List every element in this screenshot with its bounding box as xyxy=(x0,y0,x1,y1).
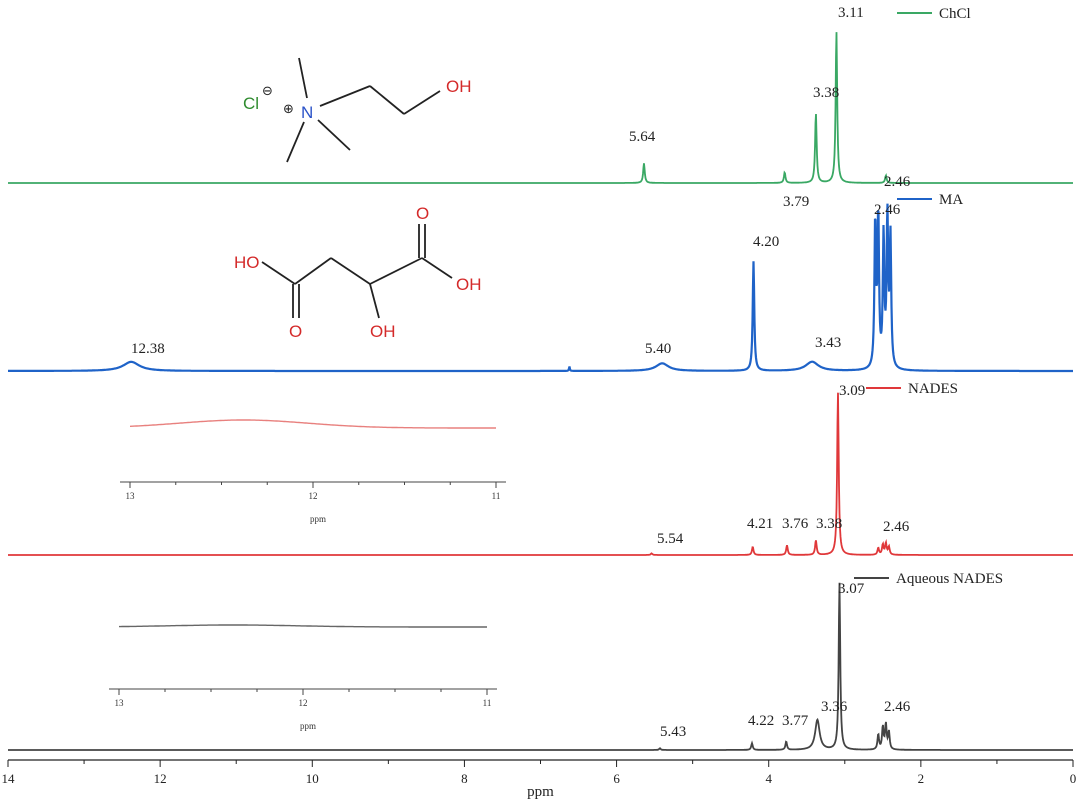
bond-ho-c1 xyxy=(261,261,296,285)
ma-hydroxyl-mid: OH xyxy=(370,322,396,341)
inset-trace-nades xyxy=(130,419,496,429)
peak-label-ma-12-38: 12.38 xyxy=(131,341,165,357)
trace-nades xyxy=(8,392,1073,556)
x-tick-label-2: 2 xyxy=(918,771,925,786)
x-tick-label-4: 4 xyxy=(765,771,772,786)
peak-label-aqueous-nades-3-07: 3.07 xyxy=(838,581,865,597)
ma-hydroxyl-right: OH xyxy=(456,275,482,294)
spectra-traces xyxy=(8,32,1073,751)
peak-label-nades-2-46: 2.46 xyxy=(883,519,910,535)
bond-c3-oh xyxy=(369,283,380,319)
inset-xlabel-nades: ppm xyxy=(310,514,326,524)
x-tick-label-12: 12 xyxy=(154,771,167,786)
peak-label-aqueous-nades-3-36: 3.36 xyxy=(821,699,848,715)
peak-label-aqueous-nades-3-77: 3.77 xyxy=(782,713,809,729)
inset-tick-label-nades: 13 xyxy=(126,491,136,501)
x-tick-label-10: 10 xyxy=(306,771,319,786)
peak-label-aqueous-nades-4-22: 4.22 xyxy=(748,713,774,729)
inset-trace-aqueous-nades xyxy=(119,624,487,628)
nitrogen-charge: ⊕ xyxy=(283,101,294,116)
bond-n-methyl-left xyxy=(286,121,305,163)
nitrogen-atom: N xyxy=(301,103,313,122)
bond-n-ch2 xyxy=(319,85,371,107)
inset-tick-label-aqueous-nades: 11 xyxy=(483,698,492,708)
x-tick-label-0: 0 xyxy=(1070,771,1077,786)
peak-label-ma-2-46: 2.46 xyxy=(874,202,901,218)
malic-acid-structure: HO O OH O OH xyxy=(234,204,482,341)
ma-hydroxyl-left: HO xyxy=(234,253,260,272)
peak-label-chcl-3-79: 3.79 xyxy=(783,194,809,210)
bond-ch2-ch2 xyxy=(369,85,405,115)
peak-label-nades-5-54: 5.54 xyxy=(657,531,684,547)
inset-tick-label-aqueous-nades: 12 xyxy=(299,698,308,708)
inset-tick-label-nades: 11 xyxy=(492,491,501,501)
peak-label-nades-3-09: 3.09 xyxy=(839,383,865,399)
peak-label-chcl-3-11: 3.11 xyxy=(838,5,864,21)
x-tick-label-14: 14 xyxy=(2,771,16,786)
inset-tick-label-nades: 12 xyxy=(309,491,318,501)
inset-tick-label-aqueous-nades: 13 xyxy=(115,698,125,708)
legend-label-nades: NADES xyxy=(908,381,958,397)
peak-label-nades-3-38: 3.38 xyxy=(816,516,842,532)
chloride-charge: ⊖ xyxy=(262,83,273,98)
peak-label-ma-5-40: 5.40 xyxy=(645,341,671,357)
bond-c4-oh xyxy=(421,257,453,279)
inset-xlabel-aqueous-nades: ppm xyxy=(300,721,316,731)
bond-c2-c3 xyxy=(330,257,371,285)
x-axis: 14 12 10 8 6 4 2 0 ppm xyxy=(2,759,1077,800)
ma-oxygen-bottom: O xyxy=(289,322,302,341)
ma-oxygen-top: O xyxy=(416,204,429,223)
inset-axes: 13 12 11 ppm 13 12 11 ppm xyxy=(109,419,506,731)
peak-label-ma-3-43: 3.43 xyxy=(815,335,841,351)
bond-c1-c2 xyxy=(294,257,332,285)
legend-label-chcl: ChCl xyxy=(939,6,971,22)
x-tick-label-6: 6 xyxy=(613,771,620,786)
bond-n-methyl-right xyxy=(317,119,351,151)
x-axis-title: ppm xyxy=(527,784,554,800)
chloride-atom: Cl xyxy=(243,94,259,113)
trace-aqueous-nades xyxy=(8,582,1073,751)
peak-label-nades-3-76: 3.76 xyxy=(782,516,809,532)
peak-label-chcl-2-46: 2.46 xyxy=(884,174,911,190)
peak-label-nades-4-21: 4.21 xyxy=(747,516,773,532)
choline-chloride-structure: Cl ⊖ ⊕ N OH xyxy=(243,57,472,163)
peak-label-aqueous-nades-5-43: 5.43 xyxy=(660,724,686,740)
peak-label-aqueous-nades-2-46: 2.46 xyxy=(884,699,911,715)
peak-label-chcl-3-38: 3.38 xyxy=(813,85,839,101)
peak-label-chcl-5-64: 5.64 xyxy=(629,129,656,145)
trace-chcl xyxy=(8,32,1073,184)
x-tick-label-8: 8 xyxy=(461,771,468,786)
peak-labels: 5.64 3.79 3.38 3.11 2.46 12.38 5.40 4.20 3.43 2.4… xyxy=(131,5,911,740)
bond-n-methyl-top xyxy=(298,57,308,99)
peak-label-ma-4-20: 4.20 xyxy=(753,234,779,250)
trace-ma xyxy=(8,203,1073,373)
bond-ch2-oh xyxy=(403,90,441,115)
hydroxyl-group: OH xyxy=(446,77,472,96)
legend-label-aqueous-nades: Aqueous NADES xyxy=(896,571,1003,587)
series-legends: ChCl MA NADES Aqueous NADES xyxy=(854,6,1003,587)
legend-label-ma: MA xyxy=(939,192,963,208)
bond-c3-c4 xyxy=(369,257,423,285)
